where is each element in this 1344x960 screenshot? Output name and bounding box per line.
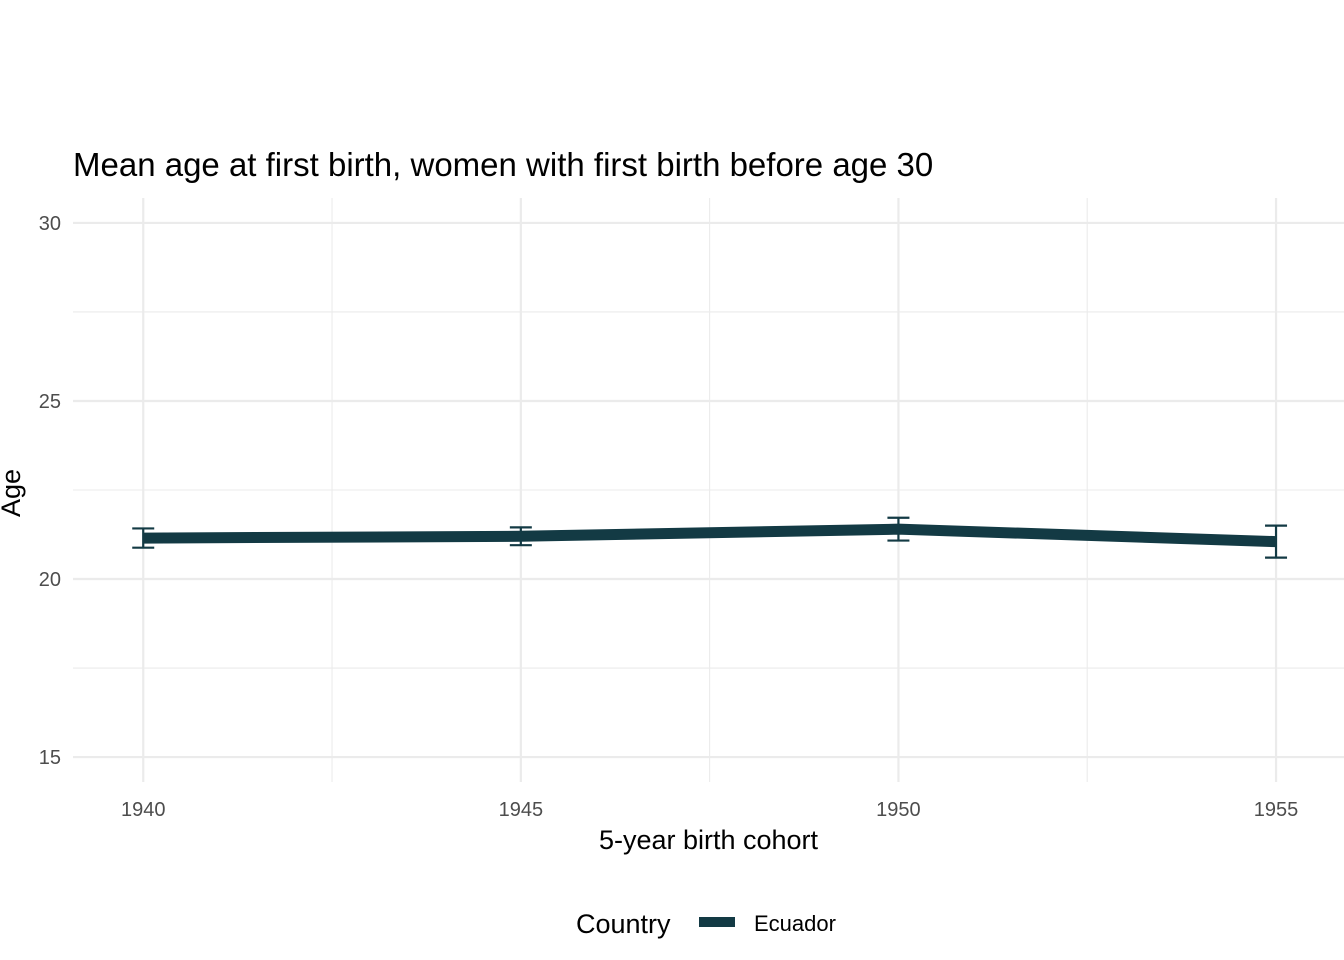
chart-title: Mean age at first birth, women with firs… — [73, 146, 933, 183]
y-tick-label: 30 — [39, 213, 61, 235]
x-tick-label: 1940 — [121, 799, 166, 821]
series-layer — [132, 516, 1288, 559]
legend-key-ecuador — [699, 917, 735, 927]
series-line-ecuador — [143, 523, 1277, 548]
y-tick-label: 25 — [39, 391, 61, 413]
y-tick-label: 15 — [39, 747, 61, 769]
legend-title: Country — [576, 909, 671, 939]
axis-tick-labels: 15 20 25 30 1940 1945 1950 1955 — [39, 213, 1299, 821]
x-tick-label: 1950 — [876, 799, 921, 821]
x-tick-label: 1955 — [1254, 799, 1299, 821]
x-tick-label: 1945 — [499, 799, 544, 821]
y-tick-label: 20 — [39, 569, 61, 591]
x-axis-title: 5-year birth cohort — [599, 825, 819, 855]
y-axis-title: Age — [0, 469, 26, 517]
grid-lines — [73, 198, 1344, 782]
legend-label-ecuador: Ecuador — [754, 911, 836, 936]
legend: Country Ecuador — [576, 909, 836, 939]
